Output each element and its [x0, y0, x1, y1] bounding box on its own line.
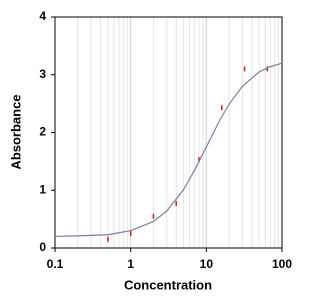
x-axis-label: Concentration: [124, 277, 212, 292]
chart: Concentration Absorbance 0.1 1 10 100 0 1 2 3 4: [8, 9, 292, 292]
y-tick-label: 3: [39, 67, 46, 81]
x-tick-label: 10: [200, 257, 214, 271]
x-tick-label: 0.1: [47, 257, 64, 271]
y-tick-label: 4: [39, 9, 46, 23]
fit-curve: [54, 62, 283, 238]
plot-frame: [54, 16, 283, 249]
y-tick-label: 0: [39, 240, 46, 254]
x-tick-label: 100: [272, 257, 292, 271]
y-axis-label: Absorbance: [8, 94, 23, 169]
y-tick-label: 1: [39, 182, 46, 196]
y-tick-label: 2: [39, 125, 46, 139]
x-tick-label: 1: [127, 257, 134, 271]
